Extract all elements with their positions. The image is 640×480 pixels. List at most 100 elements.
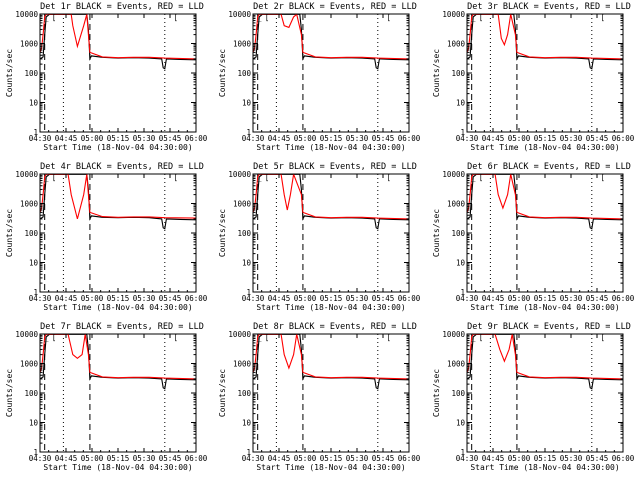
y-tick-label: 10 (456, 259, 466, 268)
y-tick-label: 10 (29, 259, 39, 268)
x-tick-label: 04:45 (55, 294, 78, 303)
x-axis-label: Start Time (18-Nov-04 04:30:00) (43, 303, 192, 312)
x-tick-label: 05:00 (508, 294, 531, 303)
top-marker: [ (52, 333, 57, 342)
x-tick-label: 04:30 (242, 454, 265, 463)
y-tick-label: 1000 (233, 360, 252, 369)
detector-chart-5: Det 5r BLACK = Events, RED = LLD_[[04:30… (218, 162, 421, 312)
x-axis-label: Start Time (18-Nov-04 04:30:00) (43, 143, 192, 152)
x-tick-label: 04:45 (268, 294, 291, 303)
series-line-lld (467, 174, 623, 220)
y-axis-label: Counts/sec (218, 369, 227, 417)
top-marker: [ (173, 13, 178, 22)
y-tick-label: 100 (451, 229, 465, 238)
y-tick-label: 10 (29, 419, 39, 428)
y-tick-label: 10000 (15, 170, 38, 179)
series-line-lld (467, 334, 623, 380)
x-axis-label: Start Time (18-Nov-04 04:30:00) (470, 303, 619, 312)
x-tick-label: 04:45 (482, 134, 505, 143)
y-tick-label: 10000 (15, 10, 38, 19)
x-tick-label: 05:30 (133, 454, 156, 463)
x-tick-label: 04:45 (268, 454, 291, 463)
top-marker: [ (52, 173, 57, 182)
top-marker: [ (386, 173, 391, 182)
x-tick-label: 05:00 (294, 454, 317, 463)
x-tick-label: 05:45 (372, 134, 395, 143)
detector-chart-7: Det 7r BLACK = Events, RED = LLD_[[04:30… (5, 322, 208, 472)
x-tick-label: 04:30 (456, 454, 479, 463)
x-tick-label: 05:30 (560, 294, 583, 303)
y-tick-label: 10000 (228, 330, 251, 339)
series-line-events (40, 174, 196, 230)
series-line-lld (40, 14, 196, 60)
detector-chart-9: Det 9r BLACK = Events, RED = LLD_[[04:30… (432, 322, 635, 472)
y-tick-label: 100 (237, 229, 251, 238)
detector-chart-8: Det 8r BLACK = Events, RED = LLD_[[04:30… (218, 322, 421, 472)
x-tick-label: 04:45 (55, 134, 78, 143)
x-tick-label: 05:00 (508, 454, 531, 463)
y-tick-label: 10 (456, 419, 466, 428)
y-tick-label: 10000 (228, 170, 251, 179)
x-tick-label: 05:15 (534, 134, 557, 143)
chart-title: Det 2r BLACK = Events, RED = LLD (253, 2, 417, 12)
x-tick-label: 05:30 (133, 134, 156, 143)
top-marker: [ (479, 333, 484, 342)
y-tick-label: 10000 (442, 330, 465, 339)
x-tick-label: 05:30 (560, 454, 583, 463)
top-marker: [ (265, 333, 270, 342)
x-tick-label: 06:00 (185, 454, 208, 463)
x-tick-label: 06:00 (398, 454, 421, 463)
y-tick-label: 10000 (228, 10, 251, 19)
x-axis-label: Start Time (18-Nov-04 04:30:00) (256, 463, 405, 472)
y-tick-label: 10000 (15, 330, 38, 339)
x-tick-label: 05:30 (133, 294, 156, 303)
series-line-events (40, 14, 196, 70)
top-marker: _ (257, 333, 262, 342)
x-tick-label: 06:00 (612, 134, 635, 143)
y-tick-label: 100 (24, 229, 38, 238)
x-tick-label: 06:00 (185, 134, 208, 143)
x-tick-label: 05:30 (346, 294, 369, 303)
x-tick-label: 06:00 (398, 134, 421, 143)
y-tick-label: 1 (33, 288, 38, 297)
x-tick-label: 05:15 (320, 454, 343, 463)
series-line-lld (253, 174, 409, 220)
series-line-lld (40, 174, 196, 220)
y-tick-label: 1 (246, 288, 251, 297)
y-axis-label: Counts/sec (5, 49, 14, 97)
series-line-lld (40, 334, 196, 380)
x-tick-label: 04:45 (268, 134, 291, 143)
top-marker: _ (44, 333, 49, 342)
y-tick-label: 100 (24, 69, 38, 78)
y-tick-label: 1000 (447, 40, 466, 49)
y-axis-label: Counts/sec (5, 369, 14, 417)
x-tick-label: 05:45 (159, 134, 182, 143)
detector-chart-1: Det 1r BLACK = Events, RED = LLD_[[04:30… (5, 2, 208, 152)
chart-title: Det 6r BLACK = Events, RED = LLD (467, 162, 631, 172)
y-tick-label: 100 (451, 69, 465, 78)
x-tick-label: 05:45 (372, 454, 395, 463)
detector-chart-4: Det 4r BLACK = Events, RED = LLD_[[04:30… (5, 162, 208, 312)
x-tick-label: 05:15 (107, 294, 130, 303)
x-axis-label: Start Time (18-Nov-04 04:30:00) (43, 463, 192, 472)
y-tick-label: 10000 (442, 170, 465, 179)
x-tick-label: 05:45 (586, 454, 609, 463)
top-marker: _ (44, 13, 49, 22)
x-tick-label: 04:45 (482, 454, 505, 463)
y-tick-label: 10 (242, 419, 252, 428)
x-tick-label: 05:15 (320, 134, 343, 143)
y-tick-label: 1000 (233, 40, 252, 49)
detector-chart-3: Det 3r BLACK = Events, RED = LLD_[[04:30… (432, 2, 635, 152)
top-marker: [ (173, 173, 178, 182)
x-tick-label: 06:00 (612, 454, 635, 463)
y-tick-label: 1 (246, 128, 251, 137)
top-marker: [ (386, 333, 391, 342)
x-tick-label: 05:30 (560, 134, 583, 143)
x-tick-label: 05:00 (508, 134, 531, 143)
chart-title: Det 1r BLACK = Events, RED = LLD (40, 2, 204, 12)
x-axis-label: Start Time (18-Nov-04 04:30:00) (470, 463, 619, 472)
y-tick-label: 10000 (442, 10, 465, 19)
y-tick-label: 1 (33, 448, 38, 457)
x-tick-label: 04:30 (242, 134, 265, 143)
x-tick-label: 05:30 (346, 134, 369, 143)
